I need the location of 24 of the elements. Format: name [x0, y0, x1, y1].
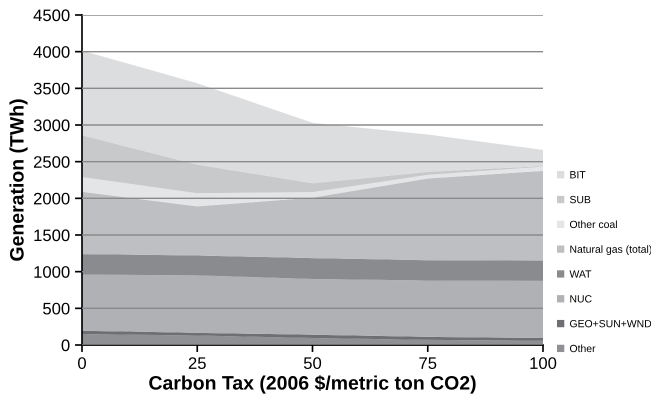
x-tick-label: 100 [530, 357, 556, 370]
y-tick-label: 4000 [34, 46, 70, 58]
legend-label: NUC [570, 295, 592, 303]
x-tick-label: 0 [78, 357, 86, 370]
y-tick-label: 3500 [34, 82, 70, 95]
legend-label: GEO+SUN+WND [570, 320, 651, 328]
y-tick-label: 0 [62, 339, 70, 352]
y-tick-label: 1500 [34, 229, 70, 242]
x-tick-label: 50 [304, 357, 322, 370]
y-tick-label: 2500 [34, 156, 70, 168]
y-axis-title: Generation (TWh) [9, 99, 28, 261]
y-tick-label: 3000 [34, 119, 70, 132]
legend-label: WAT [570, 270, 592, 278]
y-tick-label: 500 [43, 302, 70, 315]
legend-label: Other coal [570, 220, 617, 228]
x-axis-title: Carbon Tax (2006 $/metric ton CO2) [149, 375, 476, 394]
legend-label: BIT [570, 171, 586, 178]
legend-label: SUB [570, 196, 590, 204]
legend-label: Other [570, 344, 596, 352]
x-tick-label: 25 [188, 357, 206, 370]
x-tick-label: 75 [419, 357, 436, 370]
y-tick-label: 2000 [34, 192, 70, 205]
y-tick-label: 4500 [34, 9, 70, 22]
y-tick-label: 1000 [34, 266, 70, 278]
